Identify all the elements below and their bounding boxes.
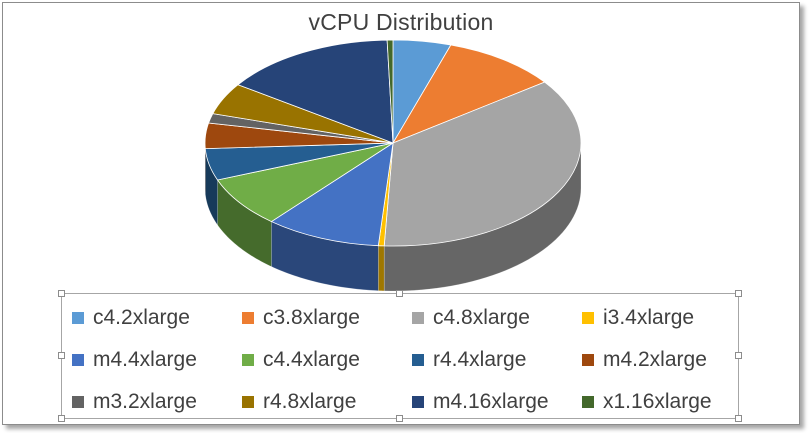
legend-item[interactable]: r4.4xlarge <box>412 344 582 376</box>
legend-swatch <box>72 354 84 366</box>
resize-handle[interactable] <box>58 415 65 422</box>
legend-swatch <box>242 396 254 408</box>
legend-swatch <box>72 312 84 324</box>
legend-label: c4.8xlarge <box>433 306 530 329</box>
legend-item[interactable]: m3.2xlarge <box>72 386 242 418</box>
legend-label: i3.4xlarge <box>603 306 695 329</box>
legend-item[interactable]: x1.16xlarge <box>582 386 742 418</box>
chart-title: vCPU Distribution <box>308 9 494 35</box>
resize-handle[interactable] <box>735 290 742 297</box>
legend-label: c3.8xlarge <box>263 306 360 329</box>
legend-swatch <box>412 396 424 408</box>
legend-label: x1.16xlarge <box>603 390 712 413</box>
legend-item[interactable]: r4.8xlarge <box>242 386 412 418</box>
legend-item[interactable]: m4.16xlarge <box>412 386 582 418</box>
legend-item[interactable]: c3.8xlarge <box>242 302 412 334</box>
legend-label: m3.2xlarge <box>93 390 197 413</box>
legend-label: m4.16xlarge <box>433 390 549 413</box>
legend-item[interactable]: m4.4xlarge <box>72 344 242 376</box>
legend-swatch <box>582 312 594 324</box>
resize-handle[interactable] <box>735 415 742 422</box>
pie-slice-m4.4xlarge[interactable] <box>270 142 394 247</box>
chart-frame: vCPU Distribution c4.2xlarge c3.8xlarge c4… <box>2 2 800 425</box>
pie-top-faces <box>204 39 582 247</box>
resize-handle[interactable] <box>396 290 403 297</box>
resize-handle[interactable] <box>58 290 65 297</box>
pie-side-i3.4xlarge[interactable] <box>378 245 385 292</box>
legend-label: c4.2xlarge <box>93 306 190 329</box>
legend[interactable]: c4.2xlarge c3.8xlarge c4.8xlarge i3.4xlarge… <box>58 290 742 422</box>
legend-grid: c4.2xlarge c3.8xlarge c4.8xlarge i3.4xlarge… <box>72 302 737 418</box>
legend-label: r4.4xlarge <box>433 348 527 371</box>
resize-handle[interactable] <box>58 352 65 359</box>
legend-swatch <box>582 396 594 408</box>
legend-swatch <box>72 396 84 408</box>
legend-item[interactable]: c4.8xlarge <box>412 302 582 334</box>
legend-item[interactable]: c4.4xlarge <box>242 344 412 376</box>
legend-item[interactable]: i3.4xlarge <box>582 302 742 334</box>
pie-slice-x1.16xlarge[interactable] <box>386 39 394 144</box>
legend-swatch <box>582 354 594 366</box>
legend-swatch <box>242 354 254 366</box>
legend-swatch <box>412 312 424 324</box>
pie-slice-c4.8xlarge[interactable] <box>383 81 582 247</box>
pie-slice-m4.16xlarge[interactable] <box>237 39 394 144</box>
pie-side-walls <box>204 142 582 292</box>
pie-slice-c4.4xlarge[interactable] <box>216 142 394 223</box>
resize-handle[interactable] <box>396 415 403 422</box>
legend-label: m4.2xlarge <box>603 348 707 371</box>
pie-slice-c3.8xlarge[interactable] <box>392 44 546 144</box>
legend-label: m4.4xlarge <box>93 348 197 371</box>
legend-swatch <box>242 312 254 324</box>
legend-item[interactable]: c4.2xlarge <box>72 302 242 334</box>
pie-chart[interactable] <box>3 3 799 424</box>
legend-item[interactable]: m4.2xlarge <box>582 344 742 376</box>
legend-label: c4.4xlarge <box>263 348 360 371</box>
resize-handle[interactable] <box>735 352 742 359</box>
legend-swatch <box>412 354 424 366</box>
legend-label: r4.8xlarge <box>263 390 357 413</box>
